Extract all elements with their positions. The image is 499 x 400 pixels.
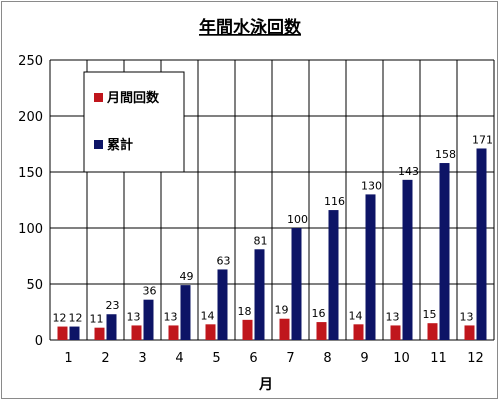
- data-label-monthly: 11: [90, 313, 104, 326]
- x-tick-label: 4: [175, 351, 183, 366]
- legend-box: [83, 71, 185, 173]
- data-label-monthly: 16: [312, 307, 326, 320]
- x-tick-label: 5: [212, 351, 220, 366]
- data-label-cumulative: 49: [180, 270, 194, 283]
- bar-cumulative: [439, 163, 450, 340]
- bar-cumulative: [106, 314, 117, 340]
- data-label-monthly: 12: [53, 312, 67, 325]
- bar-monthly: [57, 326, 68, 340]
- data-label-cumulative: 36: [143, 285, 157, 298]
- bar-monthly: [131, 325, 142, 340]
- data-label-monthly: 13: [164, 310, 178, 323]
- data-label-monthly: 13: [460, 310, 474, 323]
- data-labels: 12 12 112313361349146318811910016116141301…: [53, 133, 494, 325]
- x-tick-label: 7: [286, 351, 294, 366]
- grid-lines: [49, 59, 495, 341]
- data-label-cumulative: 12: [69, 312, 83, 325]
- legend: 月間回数 累計: [83, 71, 185, 173]
- bar-cumulative: [254, 249, 265, 340]
- data-label-cumulative: 23: [106, 299, 120, 312]
- legend-label-cumulative: 累計: [107, 137, 133, 153]
- x-tick-label: 12: [467, 351, 484, 366]
- bar-cumulative: [143, 299, 154, 340]
- bar-monthly: [464, 325, 475, 340]
- y-tick-label: 0: [35, 334, 43, 349]
- data-label-cumulative: 171: [472, 133, 493, 146]
- bar-monthly: [168, 325, 179, 340]
- y-tick-label: 250: [18, 54, 43, 69]
- bar-monthly: [279, 318, 290, 340]
- data-label-monthly: 14: [349, 309, 363, 322]
- data-label-monthly: 13: [127, 310, 141, 323]
- data-label-cumulative: 116: [324, 195, 345, 208]
- data-label-cumulative: 100: [287, 213, 308, 226]
- y-tick-label: 100: [18, 222, 43, 237]
- x-tick-label: 8: [323, 351, 331, 366]
- x-tick-label: 10: [393, 351, 410, 366]
- bar-monthly: [353, 324, 364, 340]
- bar-monthly: [242, 319, 253, 340]
- bar-cumulative: [217, 269, 228, 340]
- bar-monthly: [427, 323, 438, 340]
- legend-swatch-monthly: [94, 93, 103, 102]
- bar-cumulative: [69, 326, 80, 340]
- bar-cumulative: [180, 285, 191, 340]
- data-label-monthly: 15: [423, 308, 437, 321]
- bar-cumulative: [476, 148, 487, 340]
- data-label-monthly: 14: [201, 309, 215, 322]
- x-tick-label: 2: [101, 351, 109, 366]
- x-axis-label: 月: [258, 377, 273, 393]
- y-axis-ticks: 0 50 100 150 200 250: [18, 54, 43, 349]
- x-tick-label: 6: [249, 351, 257, 366]
- data-label-cumulative: 158: [435, 148, 456, 161]
- bar-cumulative: [291, 228, 302, 340]
- data-label-cumulative: 130: [361, 179, 382, 192]
- bar-monthly: [316, 322, 327, 340]
- data-label-monthly: 19: [275, 304, 289, 317]
- y-tick-label: 200: [18, 110, 43, 125]
- data-label-monthly: 18: [238, 305, 252, 318]
- data-label-cumulative: 143: [398, 165, 419, 178]
- x-tick-label: 9: [360, 351, 368, 366]
- data-label-cumulative: 63: [217, 254, 231, 267]
- chart-title: 年間水泳回数: [199, 17, 302, 38]
- x-tick-label: 1: [64, 351, 72, 366]
- bar-monthly: [205, 324, 216, 340]
- data-label-monthly: 13: [386, 310, 400, 323]
- x-tick-label: 3: [138, 351, 146, 366]
- x-axis-ticks: 1 2 3 4 5 6 7 8 9 10 11 12: [64, 351, 483, 366]
- bars: [57, 148, 487, 340]
- legend-label-monthly: 月間回数: [106, 90, 160, 106]
- bar-monthly: [390, 325, 401, 340]
- data-label-cumulative: 81: [254, 234, 268, 247]
- legend-swatch-cumulative: [94, 140, 103, 149]
- bar-cumulative: [365, 194, 376, 340]
- y-tick-label: 50: [26, 278, 43, 293]
- bar-cumulative: [402, 179, 413, 340]
- bar-cumulative: [328, 210, 339, 340]
- y-tick-label: 150: [18, 166, 43, 181]
- x-tick-label: 11: [430, 351, 447, 366]
- bar-monthly: [94, 327, 105, 340]
